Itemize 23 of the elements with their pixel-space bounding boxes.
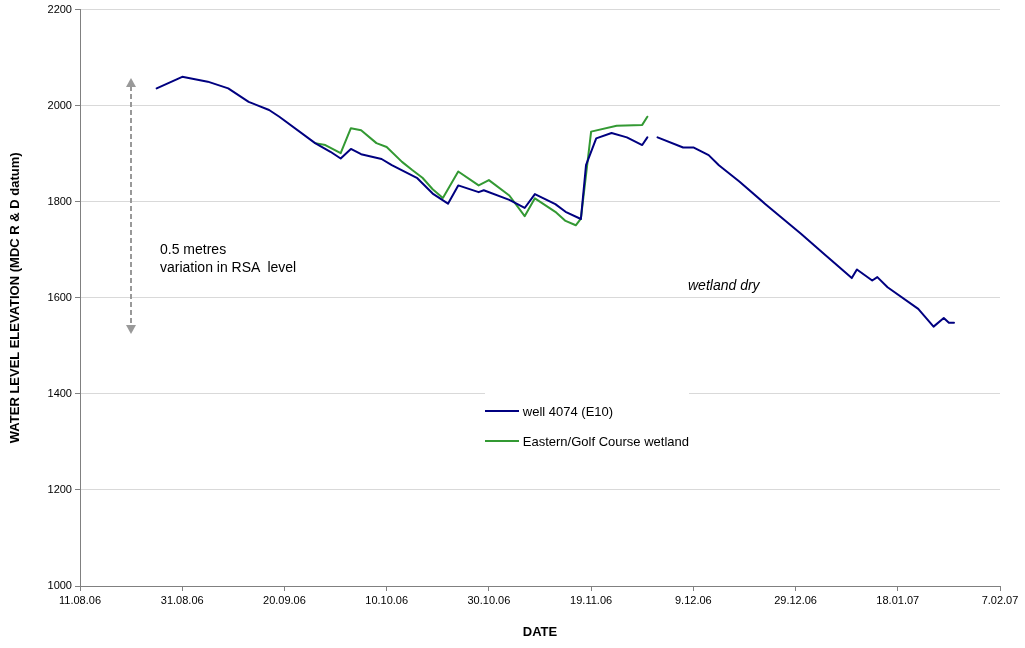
x-tick-label: 30.10.06 — [467, 593, 511, 606]
legend-label: Eastern/Golf Course wetland — [522, 433, 689, 449]
legend-label: well 4074 (E10) — [522, 403, 614, 419]
y-tick-label: 2200 — [47, 2, 72, 15]
x-tick-label: 7.02.07 — [981, 593, 1019, 606]
y-tick-label: 1200 — [47, 482, 72, 495]
x-tick-label: 10.10.06 — [365, 593, 409, 606]
x-tick-label: 9.12.06 — [674, 593, 712, 606]
y-tick-label: 1400 — [47, 386, 72, 399]
annotation: 0.5 metres variation in RSA level — [160, 240, 297, 276]
y-tick-label: 1600 — [47, 290, 72, 303]
x-tick-label: 20.09.06 — [263, 593, 306, 606]
y-tick-label: 2000 — [47, 98, 72, 111]
x-tick-label: 18.01.07 — [876, 593, 920, 606]
x-axis-title: DATE — [522, 623, 558, 639]
annotation: wetland dry — [688, 277, 760, 293]
x-tick-label: 19.11.06 — [570, 593, 613, 606]
x-tick-label: 11.08.06 — [58, 593, 102, 606]
y-axis-title: WATER LEVEL ELEVATION (MDC R & D datum) — [7, 152, 23, 444]
x-tick-label: 29.12.06 — [774, 593, 817, 606]
y-tick-label: 1800 — [47, 194, 72, 207]
y-tick-label: 1000 — [47, 579, 72, 592]
x-tick-label: 31.08.06 — [160, 593, 204, 606]
